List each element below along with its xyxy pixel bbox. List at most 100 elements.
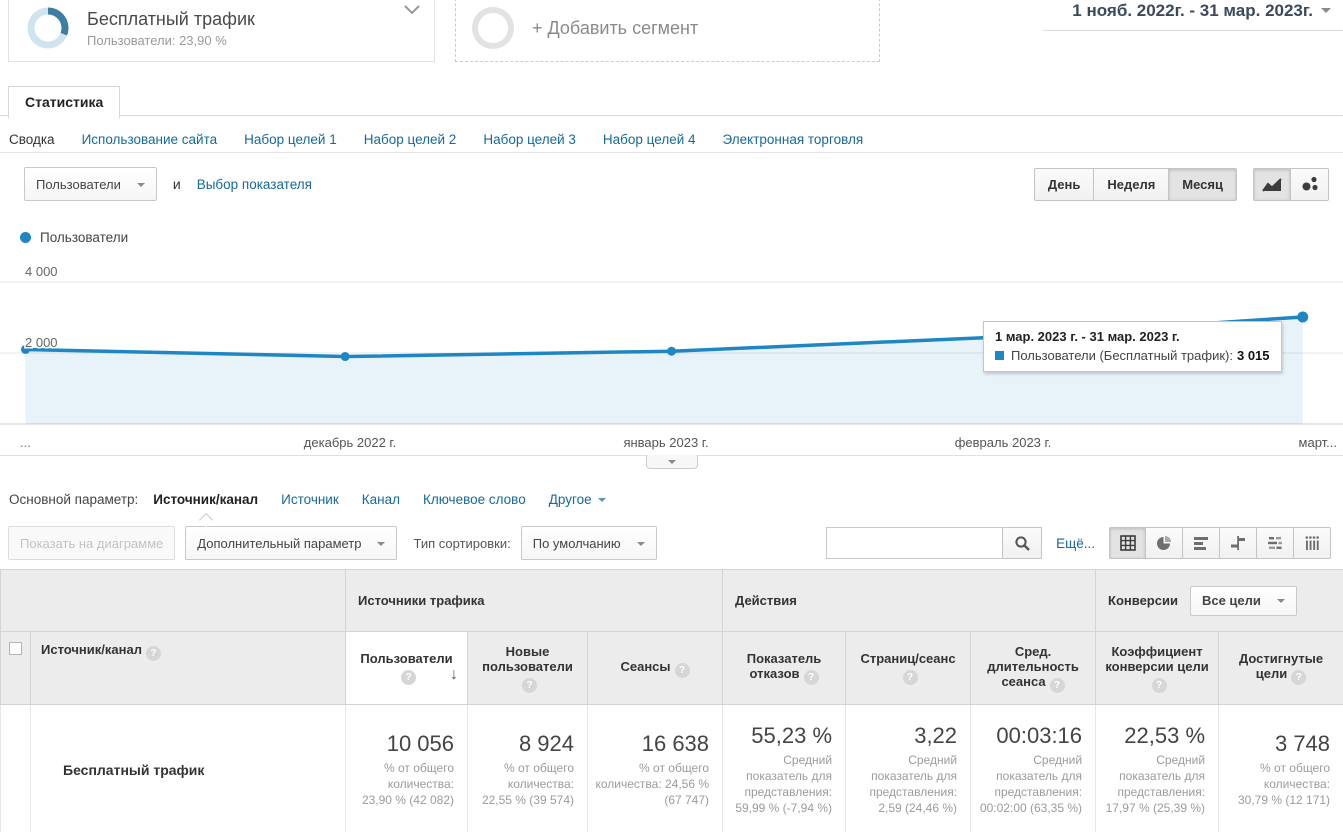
tab-bar: Статистика	[0, 85, 1343, 119]
nav-item-goal-set-4[interactable]: Набор целей 4	[602, 132, 696, 147]
col-header-source-medium[interactable]: Источник/канал?	[30, 631, 346, 705]
col-label: Пользователи	[360, 651, 453, 666]
metric-value: 00:03:16	[996, 722, 1083, 748]
col-header-users[interactable]: Пользователи ? ↓	[345, 631, 468, 705]
select-all-checkbox[interactable]	[9, 642, 22, 655]
help-icon[interactable]: ?	[803, 670, 819, 685]
granularity-group: День Неделя Месяц	[1033, 167, 1237, 201]
table-row[interactable]: Бесплатный трафик 10 056 % от общего коли…	[0, 704, 1343, 832]
primary-dimension-bar: Основной параметр: Источник/канал Источн…	[0, 477, 1343, 519]
select-all-cell	[0, 631, 31, 705]
active-segment-card[interactable]: Бесплатный трафик Пользователи: 23,90 %	[8, 0, 435, 62]
cell-sessions: 16 638 % от общего количества: 24,56 % (6…	[586, 704, 724, 832]
metric-note: % от общего количества: 23,90 % (42 082)	[361, 760, 454, 808]
search-button[interactable]	[1002, 527, 1043, 559]
nav-item-summary[interactable]: Сводка	[9, 132, 55, 147]
tooltip-date: 1 мар. 2023 г. - 31 мар. 2023 г.	[995, 329, 1180, 344]
percentage-view-button[interactable]	[1146, 527, 1183, 559]
sort-descending-icon[interactable]: ↓	[450, 666, 458, 683]
help-icon[interactable]: ?	[145, 646, 161, 661]
granularity-day-button[interactable]: День	[1033, 167, 1095, 201]
select-metric-link[interactable]: Выбор показателя	[196, 176, 312, 192]
col-header-goal-conversion-rate[interactable]: Коэффициент конверсии цели?	[1095, 631, 1220, 705]
metric-note: Средний показатель для представления: 2,…	[869, 752, 958, 816]
help-icon[interactable]: ?	[1291, 670, 1307, 685]
column-header-row: Источник/канал? Пользователи ? ↓ Новые п…	[0, 631, 1343, 705]
chart-footer	[0, 455, 1343, 477]
primary-dimension-label: Основной параметр:	[9, 492, 139, 507]
metric-note: Средний показатель для представления: 00…	[979, 752, 1083, 816]
x-tick: ...	[20, 435, 31, 450]
caret-down-icon	[636, 541, 645, 550]
metric-value: 16 638	[641, 730, 710, 756]
plot-rows-button[interactable]: Показать на диаграмме	[8, 526, 176, 560]
tooltip-value: 3 015	[1236, 348, 1270, 363]
granularity-week-button[interactable]: Неделя	[1094, 167, 1170, 201]
term-cloud-view-button[interactable]	[1257, 527, 1294, 559]
table-view-button[interactable]	[1109, 527, 1146, 559]
col-label: Достигнутые цели	[1238, 651, 1324, 681]
nav-item-goal-set-1[interactable]: Набор целей 1	[244, 132, 337, 147]
caret-down-icon	[377, 541, 386, 550]
col-label: Страниц/сеанс	[860, 651, 956, 666]
cell-bounce-rate: 55,23 % Средний показатель для представле…	[722, 704, 847, 832]
help-icon[interactable]: ?	[1151, 677, 1167, 693]
secondary-dimension-label: Дополнительный параметр	[197, 535, 362, 551]
dimension-medium[interactable]: Канал	[361, 492, 400, 507]
col-header-sessions[interactable]: Сеансы?	[586, 631, 724, 705]
dimension-keyword[interactable]: Ключевое слово	[422, 492, 526, 507]
performance-view-button[interactable]	[1183, 527, 1220, 559]
advanced-filter-link[interactable]: Ещё...	[1056, 535, 1095, 551]
nav-item-goal-set-2[interactable]: Набор целей 2	[363, 132, 457, 147]
tab-statistics[interactable]: Статистика	[8, 86, 121, 119]
col-label: Новые пользователи	[482, 643, 573, 674]
nav-item-ecommerce[interactable]: Электронная торговля	[722, 132, 864, 147]
comparison-view-button[interactable]	[1220, 527, 1257, 559]
col-header-pages-per-session[interactable]: Страниц/сеанс?	[845, 631, 972, 705]
chart-tooltip: 1 мар. 2023 г. - 31 мар. 2023 г. Пользов…	[983, 321, 1282, 372]
chart-collapse-button[interactable]	[645, 455, 698, 469]
metric-value: 22,53 %	[1124, 722, 1206, 748]
sort-type-value: По умолчанию	[532, 535, 621, 551]
date-range-text: 1 нояб. 2022г. - 31 мар. 2023г.	[1072, 0, 1313, 20]
help-icon[interactable]: ?	[401, 670, 416, 685]
nav-item-goal-set-3[interactable]: Набор целей 3	[483, 132, 576, 147]
table-toolbar: Показать на диаграмме Дополнительный пар…	[0, 519, 1343, 569]
help-icon[interactable]: ?	[674, 662, 690, 678]
date-range-selector[interactable]: 1 нояб. 2022г. - 31 мар. 2023г.	[1043, 0, 1343, 31]
goals-dropdown[interactable]: Все цели	[1189, 585, 1297, 616]
help-icon[interactable]: ?	[902, 670, 918, 685]
column-group-header-row: Источники трафика Действия Конверсии Все…	[0, 569, 1343, 632]
granularity-month-button[interactable]: Месяц	[1169, 167, 1237, 201]
table-view-icon	[1119, 535, 1136, 551]
granularity-controls: День Неделя Месяц	[1033, 167, 1329, 201]
col-header-new-users[interactable]: Новые пользователи?	[467, 631, 588, 705]
nav-item-site-usage[interactable]: Использование сайта	[81, 132, 218, 147]
motion-chart-view-button[interactable]	[1291, 167, 1329, 201]
col-header-bounce-rate[interactable]: Показатель отказов?	[722, 631, 847, 705]
tooltip-row: Пользователи (Бесплатный трафик): 3 015	[995, 348, 1270, 363]
col-header-goal-completions[interactable]: Достигнутые цели?	[1218, 631, 1343, 705]
row-dimension-value: Бесплатный трафик	[30, 704, 346, 832]
help-icon[interactable]: ?	[522, 677, 537, 693]
col-header-avg-session-duration[interactable]: Сред. длительность сеанса?	[970, 631, 1097, 705]
secondary-dimension-dropdown[interactable]: Дополнительный параметр	[185, 526, 398, 560]
col-label: Сред. длительность сеанса	[987, 643, 1079, 689]
report-nav: Сводка Использование сайта Набор целей 1…	[0, 116, 1343, 153]
metric-dropdown[interactable]: Пользователи	[24, 167, 157, 201]
metric-note: % от общего количества: 24,56 % (67 747)	[595, 760, 710, 808]
line-chart-view-button[interactable]	[1253, 167, 1291, 201]
metric-value: 3 748	[1274, 730, 1331, 756]
caret-down-icon	[1321, 8, 1331, 18]
dimension-other-dropdown[interactable]: Другое	[549, 492, 606, 507]
dimension-source-medium[interactable]: Источник/канал	[153, 492, 259, 507]
add-segment-card[interactable]: + Добавить сегмент	[455, 0, 880, 62]
chevron-down-icon[interactable]	[404, 5, 420, 14]
search-input[interactable]	[826, 527, 1003, 559]
group-conversions-label: Конверсии	[1108, 593, 1178, 608]
dimension-source[interactable]: Источник	[281, 492, 339, 507]
caret-down-icon	[597, 498, 606, 506]
sort-type-dropdown[interactable]: По умолчанию	[520, 526, 657, 560]
help-icon[interactable]: ?	[1049, 677, 1065, 693]
pivot-view-button[interactable]	[1294, 527, 1331, 559]
